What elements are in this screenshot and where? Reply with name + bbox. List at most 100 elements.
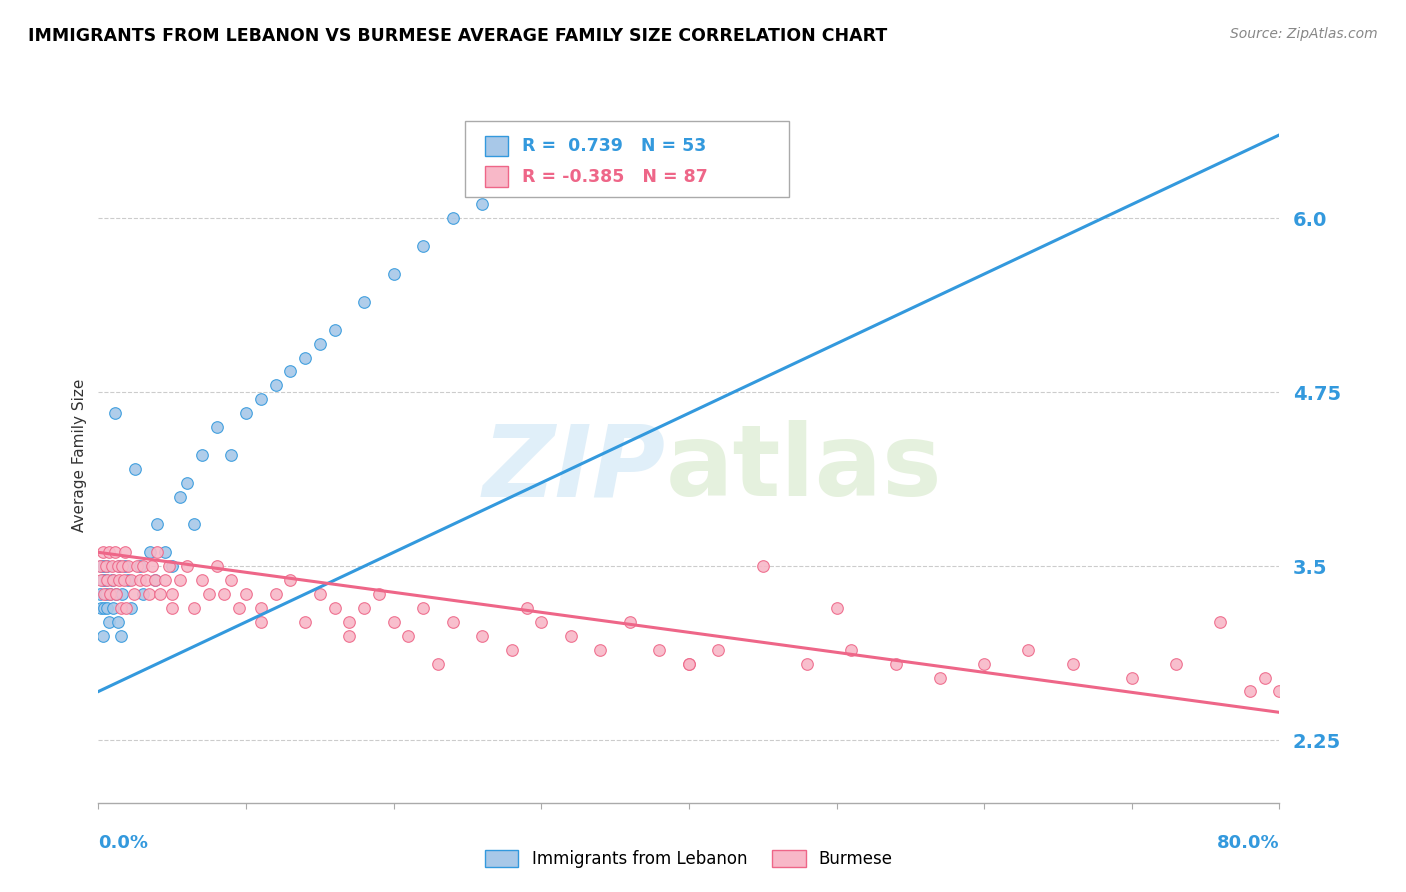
Text: ZIP: ZIP — [482, 420, 665, 517]
Point — [191, 573, 214, 587]
Point — [162, 587, 183, 601]
Legend: Immigrants from Lebanon, Burmese: Immigrants from Lebanon, Burmese — [478, 843, 900, 875]
Point — [825, 601, 848, 615]
Point — [153, 573, 176, 587]
Point — [250, 601, 273, 615]
Point — [93, 559, 115, 574]
Point — [93, 587, 115, 601]
Point — [114, 559, 136, 574]
Point — [89, 559, 111, 574]
Point — [107, 559, 129, 574]
Point — [228, 601, 250, 615]
Point — [91, 545, 114, 559]
Point — [169, 490, 191, 504]
Point — [104, 406, 127, 420]
Point — [103, 601, 125, 615]
Text: R = -0.385   N = 87: R = -0.385 N = 87 — [522, 168, 707, 186]
Point — [396, 629, 419, 643]
Point — [108, 559, 131, 574]
Point — [93, 601, 115, 615]
Point — [94, 587, 117, 601]
Point — [471, 629, 494, 643]
Point — [278, 364, 302, 378]
Point — [138, 587, 160, 601]
Point — [120, 601, 142, 615]
Point — [1121, 671, 1143, 685]
Point — [973, 657, 995, 671]
Point — [124, 462, 146, 476]
Point — [337, 615, 360, 629]
Point — [108, 573, 131, 587]
Text: IMMIGRANTS FROM LEBANON VS BURMESE AVERAGE FAMILY SIZE CORRELATION CHART: IMMIGRANTS FROM LEBANON VS BURMESE AVERA… — [28, 27, 887, 45]
Point — [1254, 671, 1277, 685]
Point — [132, 587, 155, 601]
Point — [264, 378, 287, 392]
Point — [205, 559, 228, 574]
Point — [90, 559, 112, 574]
Point — [143, 573, 166, 587]
Point — [337, 629, 360, 643]
Point — [176, 559, 198, 574]
Point — [250, 392, 273, 407]
Point — [176, 475, 198, 490]
Text: atlas: atlas — [665, 420, 942, 517]
Point — [107, 615, 129, 629]
Text: R =  0.739   N = 53: R = 0.739 N = 53 — [522, 137, 706, 155]
Point — [128, 573, 150, 587]
Point — [94, 559, 117, 574]
Point — [114, 545, 136, 559]
Point — [162, 601, 183, 615]
Point — [146, 545, 169, 559]
Point — [471, 197, 494, 211]
Point — [112, 573, 135, 587]
Point — [128, 559, 150, 574]
Point — [97, 615, 120, 629]
Point — [294, 615, 316, 629]
Point — [94, 573, 117, 587]
Point — [309, 587, 332, 601]
Point — [219, 448, 242, 462]
Point — [412, 239, 434, 253]
Point — [219, 573, 242, 587]
Point — [183, 601, 205, 615]
Text: 0.0%: 0.0% — [98, 834, 149, 852]
Point — [323, 601, 346, 615]
Point — [648, 642, 671, 657]
Text: Source: ZipAtlas.com: Source: ZipAtlas.com — [1230, 27, 1378, 41]
Point — [132, 559, 155, 574]
Point — [139, 545, 162, 559]
Point — [212, 587, 235, 601]
Point — [928, 671, 950, 685]
Point — [560, 155, 582, 169]
Point — [427, 657, 450, 671]
Point — [250, 615, 273, 629]
Point — [143, 573, 166, 587]
Point — [98, 587, 121, 601]
Point — [501, 184, 523, 198]
Point — [1164, 657, 1187, 671]
Point — [97, 545, 120, 559]
Point — [90, 601, 112, 615]
Point — [110, 629, 132, 643]
Point — [619, 615, 641, 629]
Point — [264, 587, 287, 601]
Point — [1268, 684, 1291, 698]
Bar — [485, 166, 508, 187]
Point — [153, 545, 176, 559]
Point — [103, 573, 125, 587]
Point — [105, 587, 128, 601]
Point — [135, 573, 157, 587]
Point — [441, 615, 464, 629]
Point — [96, 573, 118, 587]
Point — [323, 323, 346, 337]
Bar — [485, 136, 508, 156]
Point — [120, 573, 142, 587]
Y-axis label: Average Family Size: Average Family Size — [72, 378, 87, 532]
Point — [198, 587, 221, 601]
Point — [100, 559, 122, 574]
Point — [111, 587, 134, 601]
Point — [111, 559, 134, 574]
Point — [560, 629, 582, 643]
Point — [117, 559, 139, 574]
Text: 80.0%: 80.0% — [1216, 834, 1279, 852]
